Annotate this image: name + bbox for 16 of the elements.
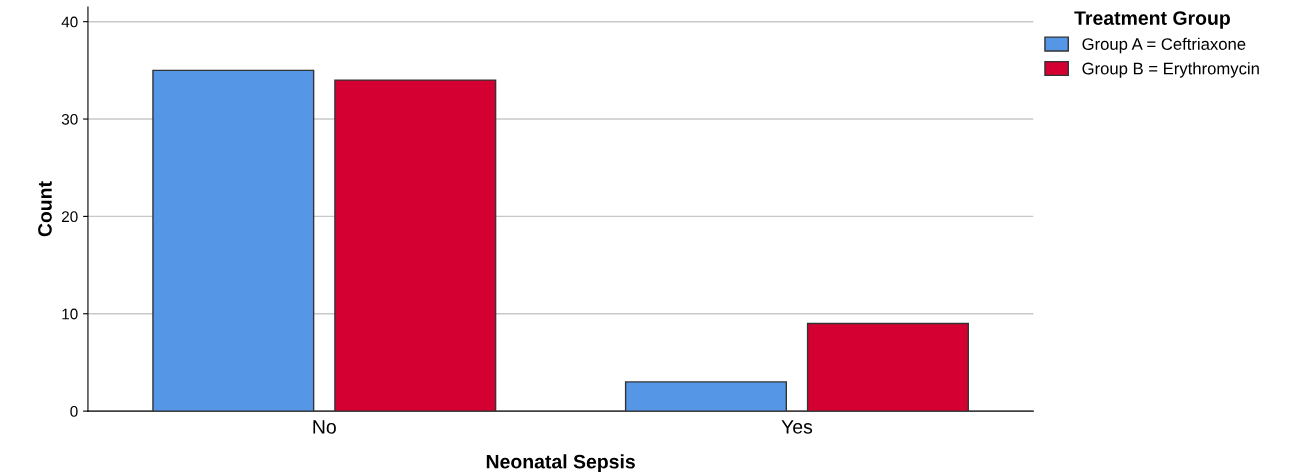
y-tick-label: 30 [61,113,78,125]
x-tick-label: No [313,420,336,434]
legend-label: Group B = Erythromycin [1082,62,1259,78]
bar [334,79,497,412]
y-axis-title: Count [38,181,52,237]
bar [806,322,969,412]
y-tick-label: 0 [70,405,78,417]
legend-title: Treatment Group [1074,11,1230,29]
y-tick-label: 20 [62,211,78,223]
x-axis-title: Neonatal Sepsis [486,454,635,472]
bar [152,69,315,412]
y-tick-label: 40 [61,16,78,28]
bar [624,381,788,412]
y-tick-label: 10 [62,308,78,320]
legend-label: Group A = Ceftriaxone [1082,37,1246,54]
x-tick-label: Yes [781,420,813,434]
